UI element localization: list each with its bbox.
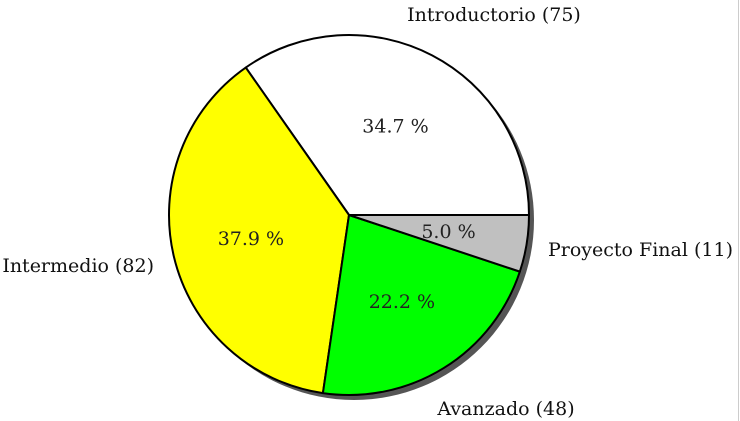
pct-label-2: 37.9 %: [218, 228, 284, 250]
slice-label-1: Introductorio (75): [407, 4, 581, 26]
pie-slice-2: [168, 66, 350, 395]
pie-slice-4: [348, 214, 530, 273]
pct-label-1: 34.7 %: [362, 116, 428, 138]
slice-label-4: Proyecto Final (11): [548, 239, 733, 261]
slice-label-3: Avanzado (48): [436, 398, 574, 420]
percentage-labels: 34.7 % 37.9 % 22.2 % 5.0 %: [218, 116, 476, 313]
slice-labels: Introductorio (75) Intermedio (82) Avanzad…: [2, 4, 733, 420]
page-edge-line: [738, 0, 739, 421]
slice-label-2: Intermedio (82): [2, 255, 154, 277]
pie-slice-3: [321, 214, 521, 396]
pie-slices: [168, 34, 530, 396]
pct-label-4: 5.0 %: [421, 221, 475, 243]
pct-label-3: 22.2 %: [369, 291, 435, 313]
pie-slice-1: [244, 34, 530, 216]
